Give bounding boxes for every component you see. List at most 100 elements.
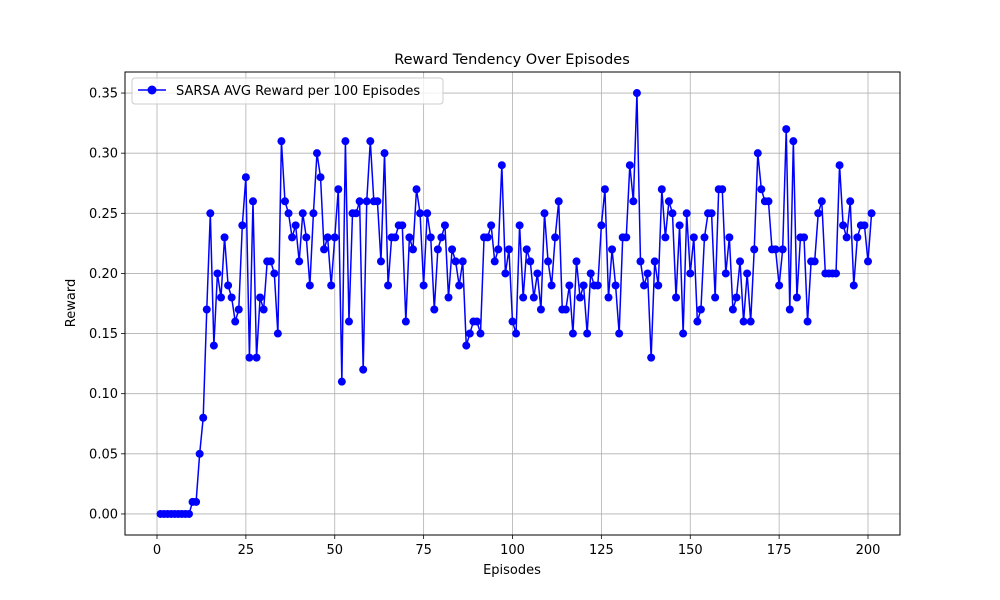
data-point: [693, 317, 702, 326]
data-point: [476, 329, 485, 338]
data-point: [800, 233, 809, 242]
data-point: [334, 185, 343, 194]
data-point: [675, 221, 684, 230]
data-point: [540, 209, 549, 218]
legend-marker-swatch: [147, 85, 157, 95]
data-point: [604, 293, 613, 302]
data-point: [312, 149, 321, 158]
y-tick-label: 0.05: [89, 447, 118, 462]
data-point: [412, 185, 421, 194]
data-point: [288, 233, 297, 242]
data-point: [337, 377, 346, 386]
data-point: [501, 269, 510, 278]
data-point: [302, 233, 311, 242]
data-point: [344, 317, 353, 326]
y-tick-label: 0.00: [89, 507, 118, 522]
data-point: [551, 233, 560, 242]
data-point: [746, 317, 755, 326]
data-point: [195, 449, 204, 458]
data-point: [384, 281, 393, 290]
data-point: [270, 269, 279, 278]
y-tick-label: 0.30: [89, 147, 118, 162]
data-point: [291, 221, 300, 230]
data-point: [462, 341, 471, 350]
data-point: [376, 257, 385, 266]
data-point: [832, 269, 841, 278]
data-point: [686, 269, 695, 278]
data-point: [707, 209, 716, 218]
data-point: [298, 209, 307, 218]
data-point: [252, 353, 261, 362]
data-point: [209, 341, 218, 350]
series-layer: [156, 89, 876, 518]
data-point: [839, 221, 848, 230]
data-point: [672, 293, 681, 302]
data-point: [515, 221, 524, 230]
data-point: [629, 197, 638, 206]
data-point: [728, 305, 737, 314]
data-point: [444, 293, 453, 302]
data-point: [419, 281, 428, 290]
y-tick-label: 0.10: [89, 387, 118, 402]
x-tick-label: 50: [326, 543, 343, 558]
data-point: [259, 305, 268, 314]
data-point: [696, 305, 705, 314]
data-point: [380, 149, 389, 158]
data-point: [330, 233, 339, 242]
data-point: [256, 293, 265, 302]
x-tick-label: 75: [415, 543, 432, 558]
y-axis-label: Reward: [64, 279, 79, 327]
data-point: [231, 317, 240, 326]
data-point: [416, 209, 425, 218]
y-axis-ticks: 0.00 0.05 0.10 0.15 0.20 0.25 0.30 0.35: [89, 87, 125, 522]
data-point: [736, 257, 745, 266]
data-point: [458, 257, 467, 266]
data-point: [860, 221, 869, 230]
data-point: [579, 281, 588, 290]
data-point: [547, 281, 556, 290]
data-point: [732, 293, 741, 302]
data-point: [853, 233, 862, 242]
data-point: [273, 329, 282, 338]
data-point: [679, 329, 688, 338]
data-point: [430, 305, 439, 314]
data-point: [519, 293, 528, 302]
data-point: [846, 197, 855, 206]
data-point: [455, 281, 464, 290]
data-point: [241, 173, 250, 182]
data-point: [355, 197, 364, 206]
data-point: [625, 161, 634, 170]
data-point: [490, 257, 499, 266]
data-point: [600, 185, 609, 194]
data-point: [448, 245, 457, 254]
data-point: [597, 221, 606, 230]
data-point: [224, 281, 233, 290]
data-point: [743, 269, 752, 278]
x-tick-label: 0: [153, 543, 161, 558]
chart-title: Reward Tendency Over Episodes: [394, 52, 630, 68]
data-point: [472, 317, 481, 326]
data-point: [184, 509, 193, 518]
data-point: [192, 497, 201, 506]
x-tick-label: 175: [767, 543, 792, 558]
data-point: [504, 245, 513, 254]
data-point: [323, 233, 332, 242]
data-point: [366, 137, 375, 146]
data-point: [522, 245, 531, 254]
data-point: [792, 293, 801, 302]
data-point: [408, 245, 417, 254]
data-point: [248, 197, 257, 206]
data-point: [295, 257, 304, 266]
data-point: [764, 197, 773, 206]
data-point: [280, 197, 289, 206]
data-point: [718, 185, 727, 194]
legend: SARSA AVG Reward per 100 Episodes: [131, 77, 444, 105]
data-point: [227, 293, 236, 302]
data-point: [554, 197, 563, 206]
data-point: [711, 293, 720, 302]
data-point: [785, 305, 794, 314]
data-point: [305, 281, 314, 290]
data-point: [583, 329, 592, 338]
data-point: [234, 305, 243, 314]
data-point: [835, 161, 844, 170]
